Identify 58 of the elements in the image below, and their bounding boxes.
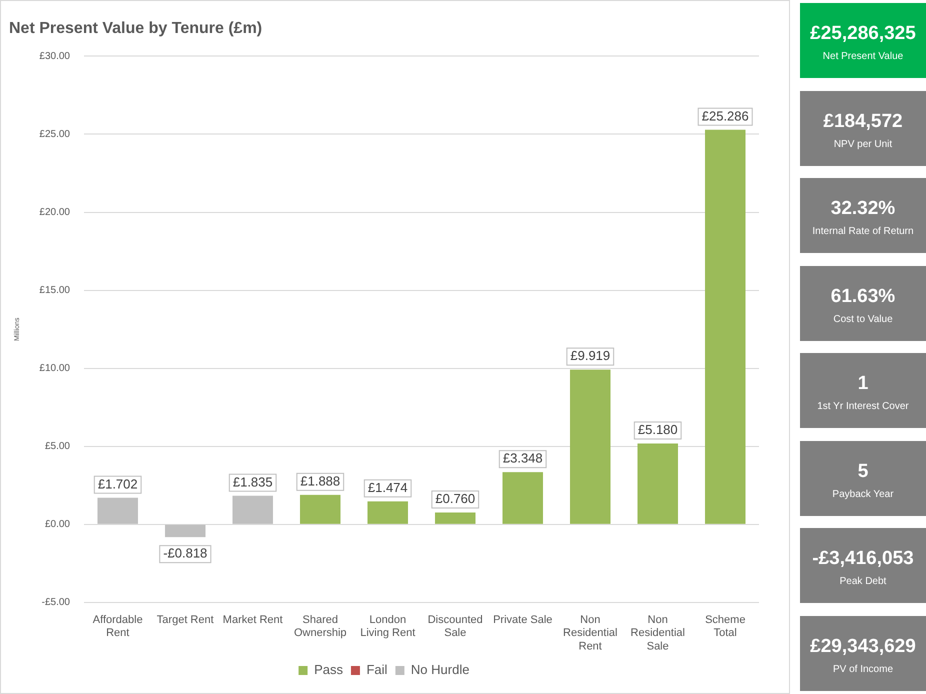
data-label: £1.835 <box>232 474 273 490</box>
y-tick-label: £20.00 <box>39 207 70 218</box>
chart-title: Net Present Value by Tenure (£m) <box>9 20 262 38</box>
bar <box>570 370 610 524</box>
x-tick-label: Discounted Sale <box>428 614 483 640</box>
x-tick-label: Market Rent <box>222 614 283 626</box>
bar <box>637 444 678 524</box>
legend-label: Pass <box>314 662 344 678</box>
bar <box>232 496 273 524</box>
text: 61.63% <box>830 286 896 308</box>
x-tick-label: Target Rent <box>156 614 214 626</box>
text: Cost to Value <box>832 312 894 326</box>
text: £184,572 <box>822 110 904 132</box>
text: NPV per Unit <box>832 138 894 152</box>
x-tick-label: London Living Rent <box>360 614 416 640</box>
data-label: £0.760 <box>435 491 476 506</box>
y-tick-label: £25.00 <box>39 128 70 140</box>
y-tick-label: £30.00 <box>39 50 70 62</box>
text: £29,343,629 <box>809 636 917 658</box>
x-tick-label: Affordable Rent <box>92 614 143 640</box>
text: Peak Debt <box>838 575 888 589</box>
text: 5 <box>856 460 870 482</box>
data-label: £1.888 <box>300 473 340 488</box>
data-label: -£0.818 <box>163 546 208 561</box>
bar <box>300 494 340 524</box>
x-tick-label: Non Residential Rent <box>563 614 618 652</box>
text: 1 <box>856 373 870 395</box>
text: 32.32% <box>830 198 896 220</box>
y-tick-label: -£5.00 <box>42 597 70 608</box>
x-tick-label: Private Sale <box>493 614 552 626</box>
bar <box>367 501 408 524</box>
bar <box>164 524 206 538</box>
text: Payback Year <box>831 488 895 502</box>
bar <box>502 472 543 524</box>
text: £25,286,325 <box>809 23 917 45</box>
bar <box>434 512 476 524</box>
x-tick-label: Non Residential Sale <box>630 614 685 652</box>
y-tick-label: £15.00 <box>39 285 70 296</box>
y-tick-label: £0.00 <box>44 519 70 530</box>
data-label: £5.180 <box>638 422 678 438</box>
text: Internal Rate of Return <box>811 225 915 239</box>
text: Net Present Value <box>822 50 904 64</box>
data-label: £3.348 <box>502 450 543 466</box>
y-tick-label: £10.00 <box>39 363 70 374</box>
legend-label: No Hurdle <box>410 662 470 678</box>
text: 1st Yr Interest Cover <box>816 400 910 414</box>
x-tick-label: Scheme Total <box>705 614 746 640</box>
text: PV of Income <box>832 662 894 676</box>
data-label: £25.286 <box>702 108 749 124</box>
legend-label: Fail <box>366 662 388 678</box>
bar <box>97 498 138 524</box>
data-label: £9.919 <box>570 348 610 364</box>
text: -£3,416,053 <box>811 548 915 570</box>
data-label: £1.702 <box>98 476 138 492</box>
y-tick-label: £5.00 <box>44 441 70 452</box>
bar <box>705 130 746 524</box>
data-label: £1.474 <box>368 480 408 495</box>
x-tick-label: Shared Ownership <box>294 614 347 640</box>
